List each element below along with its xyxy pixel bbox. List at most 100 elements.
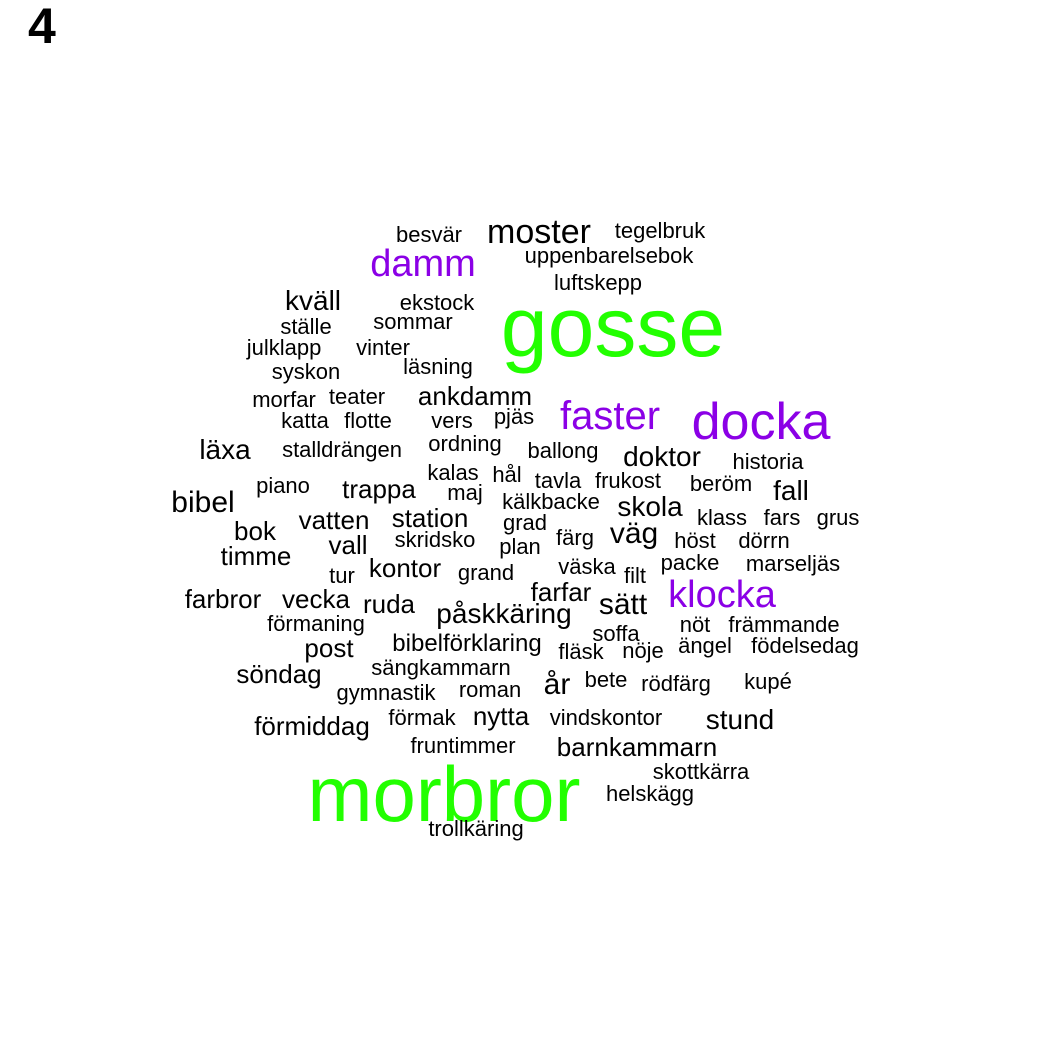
cloud-word: vindskontor [549,705,663,730]
cloud-word: kontor [368,553,442,583]
cloud-word: kälkbacke [502,489,600,514]
cloud-word: söndag [236,659,322,689]
cloud-word: fruntimmer [410,733,516,758]
cloud-word: piano [256,473,310,498]
cloud-word: nöje [622,638,664,663]
cloud-word: farbror [184,584,262,614]
cloud-word: stalldrängen [282,437,402,462]
cloud-word: bibelförklaring [392,630,542,657]
panel-label: 4 [28,0,56,54]
cloud-word: trollkäring [428,816,524,841]
cloud-word: kupé [744,669,792,694]
cloud-word: skottkärra [652,759,750,784]
cloud-word: ruda [362,589,416,619]
cloud-word: besvär [395,222,463,247]
cloud-word: historia [732,449,804,474]
cloud-word: bibel [171,486,235,519]
cloud-word: ordning [428,431,502,456]
cloud-word: vall [328,530,368,560]
cloud-word: tur [329,563,355,588]
cloud-word: väg [609,517,659,550]
cloud-word: skridsko [394,527,476,552]
cloud-word: soffa [592,621,640,646]
cloud-word: sängkammarn [371,655,511,680]
cloud-word: roman [458,677,522,702]
cloud-word: förmiddag [254,711,370,741]
cloud-word: bok [234,516,276,546]
cloud-word: skola [617,491,683,522]
cloud-word: gosse [500,280,726,374]
cloud-word: station [391,503,469,533]
cloud-word: fläsk [558,639,604,664]
cloud-word: faster [559,394,661,438]
cloud-word: grus [816,505,860,530]
cloud-word: förmak [388,705,456,730]
cloud-word: teater [328,384,386,409]
cloud-word: tegelbruk [614,218,706,243]
cloud-word: ankdamm [417,381,533,411]
cloud-word: påskkäring [436,598,572,629]
cloud-word: vers [431,408,473,433]
cloud-word: timme [220,541,292,571]
cloud-word: hål [492,462,522,487]
cloud-word: uppenbarelsebok [524,243,694,268]
cloud-word: farfar [530,577,592,607]
cloud-word: marseljäs [745,551,841,576]
cloud-word: barnkammarn [556,732,718,762]
cloud-word: klass [696,505,748,530]
cloud-word: främmande [728,612,840,637]
cloud-word: filt [624,563,646,588]
cloud-word: färg [556,525,594,550]
cloud-word: vecka [282,584,350,614]
cloud-word: nöt [679,612,711,637]
cloud-word: katta [281,408,329,433]
cloud-word: sommar [373,309,453,334]
cloud-word: pjäs [493,404,535,429]
cloud-word: packe [660,550,720,575]
cloud-word: damm [370,243,476,285]
cloud-word: läxa [199,434,251,465]
cloud-word: flotte [344,408,392,433]
cloud-word: ballong [527,438,599,463]
cloud-word: moster [487,213,591,251]
cloud-word: höst [674,528,716,553]
cloud-word: kalas [427,460,479,485]
cloud-word: docka [691,393,831,451]
cloud-word: ängel [678,633,732,658]
cloud-word: klocka [668,574,776,616]
cloud-word: grand [457,560,515,585]
cloud-word: nytta [472,701,530,731]
cloud-word: trappa [342,474,416,504]
cloud-word: fall [773,475,809,506]
cloud-word: post [304,633,354,663]
cloud-word: vatten [298,505,370,535]
cloud-word: julklapp [246,335,322,360]
cloud-word: maj [447,480,483,505]
cloud-word: luftskepp [553,270,643,295]
cloud-word: förmaning [267,611,365,636]
cloud-word: rödfärg [641,671,711,696]
cloud-word: grad [502,510,548,535]
cloud-word: väska [558,554,616,579]
cloud-word: gymnastik [336,680,436,705]
cloud-word: år [543,668,571,701]
cloud-word: plan [499,534,541,559]
cloud-word: födelsedag [751,633,859,658]
cloud-word: läsning [403,354,473,379]
cloud-word: dörrn [738,528,790,553]
cloud-word: tavla [534,468,582,493]
cloud-word: fars [763,505,801,530]
cloud-word: vinter [356,335,410,360]
cloud-word: ställe [280,314,332,339]
cloud-word: syskon [271,359,341,384]
cloud-word: sätt [598,588,648,621]
cloud-word: stund [705,704,775,735]
cloud-word: frukost [594,468,662,493]
cloud-word: morfar [252,387,316,412]
cloud-word: beröm [689,471,753,496]
cloud-word: doktor [623,441,701,472]
cloud-word: ekstock [399,290,475,315]
cloud-word: morbror [307,750,581,838]
cloud-word: bete [584,667,628,692]
